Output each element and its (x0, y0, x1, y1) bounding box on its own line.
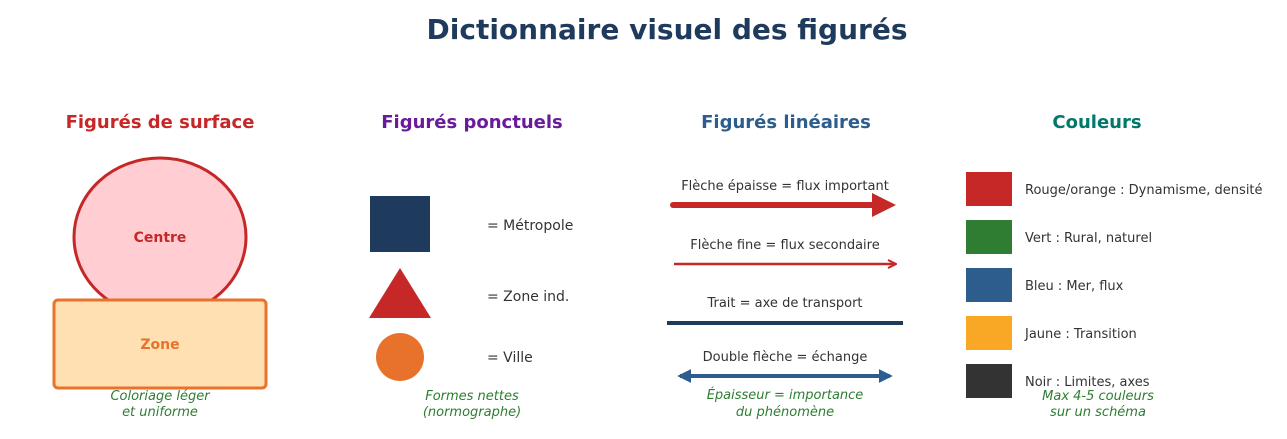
swatch-blue (966, 268, 1012, 302)
surface-section: Figurés de surface Centre Zone Coloriage… (52, 112, 268, 420)
lineaires-section: Figurés linéaires Flèche épaisse = flux … (667, 112, 903, 420)
circle-icon (376, 333, 424, 381)
thick-arrow-label: Flèche épaisse = flux important (681, 179, 889, 194)
ponctuels-note-2: (normographe) (423, 405, 521, 420)
ponctuels-heading: Figurés ponctuels (381, 112, 562, 133)
color-label-yellow: Jaune : Transition (1024, 327, 1137, 342)
color-label-black: Noir : Limites, axes (1025, 375, 1150, 390)
lineaires-note-1: Épaisseur = importance (707, 387, 864, 403)
couleurs-heading: Couleurs (1052, 112, 1141, 133)
swatch-green (966, 220, 1012, 254)
lineaires-heading: Figurés linéaires (701, 112, 871, 133)
color-label-green: Vert : Rural, naturel (1025, 231, 1152, 246)
zone-ind-label: = Zone ind. (487, 289, 569, 305)
lineaires-note-2: du phénomène (736, 405, 834, 420)
surface-note-2: et uniforme (122, 405, 198, 420)
surface-heading: Figurés de surface (66, 112, 255, 133)
surface-note-1: Coloriage léger (110, 389, 211, 404)
couleurs-note-1: Max 4-5 couleurs (1042, 389, 1154, 404)
couleurs-section: Couleurs Rouge/orange : Dynamisme, densi… (966, 112, 1263, 420)
thin-arrow-label: Flèche fine = flux secondaire (690, 238, 879, 253)
page-title: Dictionnaire visuel des figurés (427, 13, 908, 46)
ponctuels-section: Figurés ponctuels = Métropole = Zone ind… (369, 112, 573, 420)
couleurs-note-2: sur un schéma (1050, 405, 1146, 420)
triangle-icon (369, 268, 431, 318)
metropole-label: = Métropole (487, 218, 573, 234)
centre-label: Centre (134, 230, 187, 246)
square-icon (370, 196, 430, 252)
ponctuels-note-1: Formes nettes (425, 389, 519, 404)
color-label-red: Rouge/orange : Dynamisme, densité (1025, 183, 1263, 198)
line-label: Trait = axe de transport (706, 296, 862, 311)
swatch-red (966, 172, 1012, 206)
color-label-blue: Bleu : Mer, flux (1025, 279, 1124, 294)
swatch-black (966, 364, 1012, 398)
zone-rect (52, 298, 268, 390)
swatch-yellow (966, 316, 1012, 350)
ville-label: = Ville (487, 350, 533, 366)
zone-label: Zone (140, 337, 179, 353)
double-arrow-label: Double flèche = échange (703, 350, 868, 365)
